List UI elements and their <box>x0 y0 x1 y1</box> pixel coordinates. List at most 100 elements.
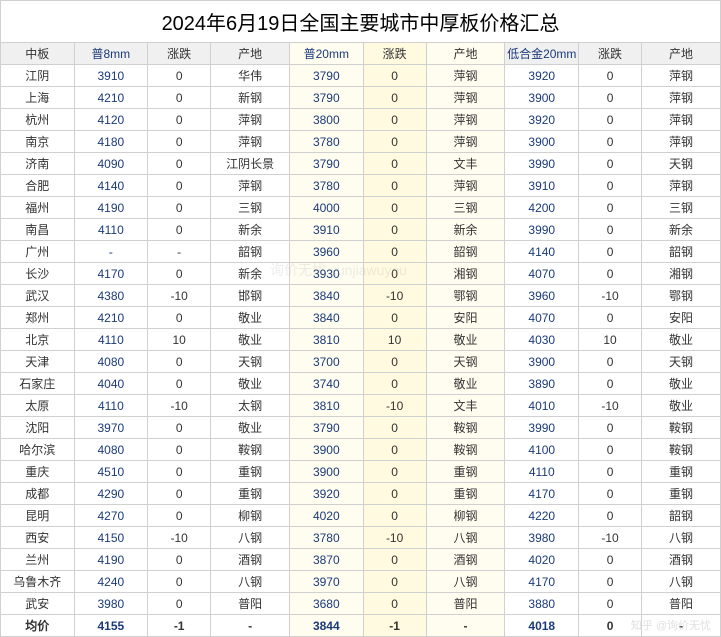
table-cell: -1 <box>363 615 426 637</box>
table-row: 江阴39100华伟37900萍钢39200萍钢 <box>1 65 721 87</box>
table-cell: -10 <box>363 395 426 417</box>
table-cell: 0 <box>363 65 426 87</box>
table-row: 北京411010敬业381010敬业403010敬业 <box>1 329 721 351</box>
table-cell: 4240 <box>74 571 148 593</box>
price-table: 中板普8mm涨跌产地普20mm涨跌产地低合金20mm涨跌产地 江阴39100华伟… <box>0 42 721 637</box>
table-cell: -10 <box>148 285 211 307</box>
table-body: 江阴39100华伟37900萍钢39200萍钢上海42100新钢37900萍钢3… <box>1 65 721 637</box>
table-cell: 敬业 <box>211 307 290 329</box>
table-cell: 4290 <box>74 483 148 505</box>
table-cell: 湘钢 <box>426 263 505 285</box>
table-cell: 3780 <box>290 175 364 197</box>
table-cell: 鞍钢 <box>642 439 721 461</box>
table-cell: 普阳 <box>426 593 505 615</box>
table-cell: 0 <box>148 417 211 439</box>
table-header-row: 中板普8mm涨跌产地普20mm涨跌产地低合金20mm涨跌产地 <box>1 43 721 65</box>
table-cell: 0 <box>579 241 642 263</box>
table-cell: 3920 <box>505 65 579 87</box>
table-cell: 天津 <box>1 351 75 373</box>
table-cell: 萍钢 <box>642 109 721 131</box>
table-cell: 4000 <box>290 197 364 219</box>
table-cell: 0 <box>579 351 642 373</box>
table-cell: 哈尔滨 <box>1 439 75 461</box>
table-cell: 安阳 <box>426 307 505 329</box>
table-cell: 萍钢 <box>426 65 505 87</box>
table-cell: 鞍钢 <box>642 417 721 439</box>
table-cell: 合肥 <box>1 175 75 197</box>
table-row: 昆明42700柳钢40200柳钢42200韶钢 <box>1 505 721 527</box>
table-cell: 成都 <box>1 483 75 505</box>
table-cell: 4140 <box>74 175 148 197</box>
table-cell: 0 <box>148 593 211 615</box>
table-cell: 4270 <box>74 505 148 527</box>
table-cell: 0 <box>148 65 211 87</box>
table-cell: 重钢 <box>211 461 290 483</box>
table-cell: 4190 <box>74 197 148 219</box>
table-cell: 重钢 <box>426 483 505 505</box>
table-cell: 3910 <box>74 65 148 87</box>
table-cell: 湘钢 <box>642 263 721 285</box>
table-cell: 韶钢 <box>642 241 721 263</box>
table-cell: 3790 <box>290 87 364 109</box>
table-cell: 0 <box>579 483 642 505</box>
table-cell: 4040 <box>74 373 148 395</box>
table-cell: 3780 <box>290 131 364 153</box>
table-cell: 萍钢 <box>211 109 290 131</box>
column-header: 普8mm <box>74 43 148 65</box>
table-cell: 杭州 <box>1 109 75 131</box>
table-cell: 鞍钢 <box>211 439 290 461</box>
table-cell: 三钢 <box>211 197 290 219</box>
table-cell: 3990 <box>505 417 579 439</box>
table-cell: 0 <box>148 109 211 131</box>
table-cell: 华伟 <box>211 65 290 87</box>
table-row: 兰州41900酒钢38700酒钢40200酒钢 <box>1 549 721 571</box>
table-cell: 4070 <box>505 263 579 285</box>
table-cell: 3900 <box>290 439 364 461</box>
table-cell: 4070 <box>505 307 579 329</box>
table-row: 武安39800普阳36800普阳38800普阳 <box>1 593 721 615</box>
table-row: 南京41800萍钢37800萍钢39000萍钢 <box>1 131 721 153</box>
table-cell: 新余 <box>211 263 290 285</box>
column-header: 中板 <box>1 43 75 65</box>
table-cell: 4190 <box>74 549 148 571</box>
table-cell: 南昌 <box>1 219 75 241</box>
table-cell: 3800 <box>290 109 364 131</box>
table-cell: 0 <box>148 373 211 395</box>
table-cell: 三钢 <box>426 197 505 219</box>
table-cell: 4150 <box>74 527 148 549</box>
table-cell: 4020 <box>505 549 579 571</box>
table-cell: 韶钢 <box>642 505 721 527</box>
table-cell: 3810 <box>290 395 364 417</box>
table-cell: - <box>148 241 211 263</box>
table-cell: 0 <box>148 219 211 241</box>
table-cell: -10 <box>363 527 426 549</box>
table-cell: 0 <box>363 219 426 241</box>
table-cell: 4120 <box>74 109 148 131</box>
table-cell: 新余 <box>426 219 505 241</box>
table-cell: 3790 <box>290 153 364 175</box>
table-cell: 10 <box>148 329 211 351</box>
table-cell: 敬业 <box>211 329 290 351</box>
table-cell: 0 <box>579 153 642 175</box>
table-cell: 0 <box>579 593 642 615</box>
table-cell: 八钢 <box>211 571 290 593</box>
table-cell: -10 <box>579 395 642 417</box>
table-cell: 0 <box>363 461 426 483</box>
table-cell: - <box>74 241 148 263</box>
table-cell: 4210 <box>74 307 148 329</box>
table-cell: 鞍钢 <box>426 439 505 461</box>
table-cell: 4080 <box>74 439 148 461</box>
table-row: 重庆45100重钢39000重钢41100重钢 <box>1 461 721 483</box>
table-cell: 八钢 <box>426 571 505 593</box>
table-cell: 天钢 <box>211 351 290 373</box>
table-cell: 0 <box>579 307 642 329</box>
table-cell: 萍钢 <box>426 175 505 197</box>
table-cell: 4380 <box>74 285 148 307</box>
table-cell: 八钢 <box>642 571 721 593</box>
table-cell: 新余 <box>211 219 290 241</box>
column-header: 低合金20mm <box>505 43 579 65</box>
table-cell: 3970 <box>74 417 148 439</box>
table-cell: 太钢 <box>211 395 290 417</box>
table-cell: 长沙 <box>1 263 75 285</box>
table-cell: 0 <box>363 153 426 175</box>
